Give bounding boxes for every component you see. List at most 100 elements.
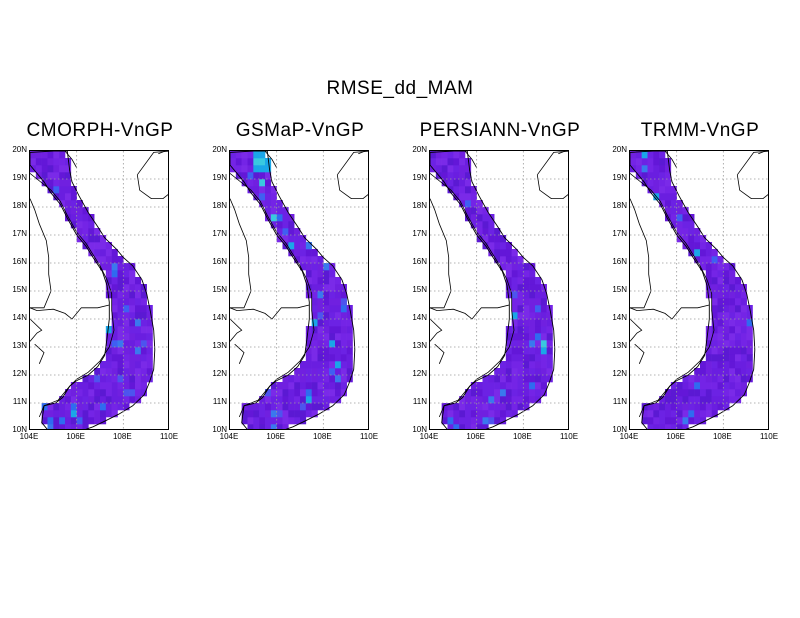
grid-cell	[323, 263, 330, 271]
grid-cell	[447, 424, 454, 429]
grid-cell	[294, 368, 301, 376]
grid-cell	[665, 403, 672, 411]
grid-cell	[505, 410, 512, 418]
grid-cell	[653, 158, 660, 166]
grid-cell	[746, 361, 753, 369]
grid-cell	[311, 333, 318, 341]
grid-cell	[317, 326, 324, 334]
x-tick-label: 104E	[419, 432, 439, 441]
grid-cell	[105, 263, 112, 271]
grid-cell	[88, 389, 95, 397]
grid-cell	[665, 193, 672, 201]
grid-cell	[505, 277, 512, 285]
grid-cell	[723, 375, 730, 383]
grid-cell	[665, 389, 672, 397]
grid-cell	[300, 375, 307, 383]
grid-cell	[453, 410, 460, 418]
grid-cell	[270, 200, 277, 208]
grid-cell	[70, 389, 77, 397]
grid-cell	[253, 151, 260, 159]
grid-cell	[688, 375, 695, 383]
grid-cell	[523, 263, 530, 271]
grid-cell	[329, 298, 336, 306]
grid-cell	[117, 347, 124, 355]
grid-cell	[88, 375, 95, 383]
grid-cell	[253, 158, 260, 166]
grid-cell	[41, 417, 48, 425]
y-tick-label: 19N	[412, 173, 427, 182]
x-tick-label: 108E	[512, 432, 532, 441]
grid-cell	[505, 375, 512, 383]
grid-cell	[335, 319, 342, 327]
grid-cell	[65, 403, 72, 411]
grid-cell	[511, 333, 518, 341]
grid-cell	[476, 410, 483, 418]
grid-cell	[111, 410, 118, 418]
grid-cell	[641, 158, 648, 166]
grid-cell	[311, 410, 318, 418]
grid-cell	[346, 375, 353, 383]
grid-cell	[70, 200, 77, 208]
grid-cell	[705, 333, 712, 341]
grid-cell	[470, 403, 477, 411]
grid-cell	[140, 361, 147, 369]
grid-cell	[740, 389, 747, 397]
grid-cell	[523, 312, 530, 320]
grid-cell	[470, 214, 477, 222]
grid-cell	[459, 165, 466, 173]
grid-cell	[340, 368, 347, 376]
grid-cell	[540, 375, 547, 383]
grid-cell	[94, 396, 101, 404]
grid-cell	[723, 389, 730, 397]
grid-cell	[146, 354, 153, 362]
map-cmorph	[29, 150, 169, 430]
grid-cell	[447, 165, 454, 173]
grid-cell	[511, 410, 518, 418]
map-persiann	[429, 150, 569, 430]
grid-cell	[346, 347, 353, 355]
grid-cell	[670, 424, 677, 429]
grid-cell	[723, 319, 730, 327]
grid-cell	[517, 347, 524, 355]
grid-cell	[276, 382, 283, 390]
panel-title-gsmap: GSMaP-VnGP	[235, 120, 365, 141]
grid-cell	[276, 207, 283, 215]
grid-cell	[300, 235, 307, 243]
grid-cell	[746, 326, 753, 334]
grid-cell	[723, 277, 730, 285]
grid-cell	[123, 347, 130, 355]
grid-cell	[740, 298, 747, 306]
grid-cell	[111, 375, 118, 383]
y-tick-label: 14N	[412, 313, 427, 322]
grid-cell	[65, 396, 72, 404]
grid-cell	[305, 242, 312, 250]
y-tick-label: 16N	[412, 257, 427, 266]
coastline	[630, 151, 756, 429]
grid-cell	[340, 319, 347, 327]
grid-cell	[535, 361, 542, 369]
grid-cell	[723, 298, 730, 306]
grid-cell	[723, 284, 730, 292]
grid-cell	[717, 347, 724, 355]
grid-cell	[276, 221, 283, 229]
grid-cell	[494, 382, 501, 390]
grid-cell	[311, 347, 318, 355]
grid-cell	[100, 263, 107, 271]
grid-cell	[323, 284, 330, 292]
country-border	[30, 173, 115, 418]
grid-cell	[94, 256, 101, 264]
grid-cell	[105, 410, 112, 418]
country-border	[230, 304, 310, 320]
grid-cell	[529, 333, 536, 341]
grid-cell	[340, 354, 347, 362]
grid-cell	[447, 410, 454, 418]
grid-cell	[117, 284, 124, 292]
grid-cell	[705, 291, 712, 299]
grid-cell	[523, 298, 530, 306]
grid-cell	[276, 403, 283, 411]
grid-cell	[241, 165, 248, 173]
grid-cell	[735, 298, 742, 306]
grid-cell	[659, 165, 666, 173]
grid-cell	[135, 298, 142, 306]
grid-cell	[711, 354, 718, 362]
